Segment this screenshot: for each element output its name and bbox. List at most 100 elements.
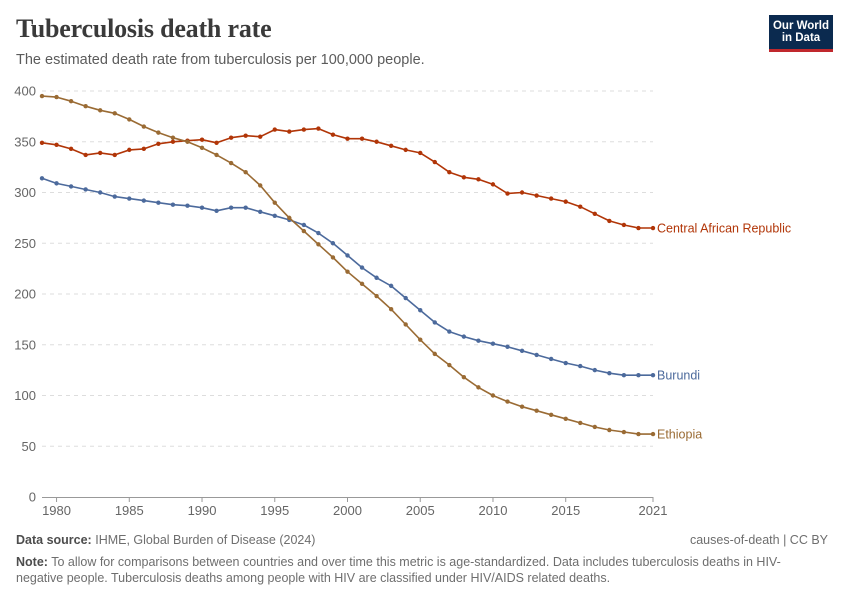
data-point-central-african-republic <box>156 141 161 146</box>
data-point-burundi <box>403 295 408 301</box>
data-point-burundi <box>301 222 307 228</box>
data-point-central-african-republic <box>636 225 641 231</box>
x-tick-label: 2000 <box>333 503 362 518</box>
data-point-central-african-republic <box>141 146 147 152</box>
data-point-burundi <box>432 320 437 325</box>
data-point-ethiopia <box>505 399 510 404</box>
data-point-ethiopia <box>185 139 190 144</box>
x-tick-label: 1985 <box>115 503 144 518</box>
x-tick-label: 1990 <box>188 503 217 518</box>
data-point-central-african-republic <box>214 140 219 145</box>
data-point-burundi <box>83 187 88 192</box>
data-point-burundi <box>330 241 336 246</box>
data-point-ethiopia <box>403 322 408 327</box>
data-point-burundi <box>170 202 176 207</box>
data-point-burundi <box>214 208 219 213</box>
data-point-central-african-republic <box>505 191 510 196</box>
y-tick-label: 350 <box>14 134 36 149</box>
y-tick-label: 250 <box>14 236 36 251</box>
y-tick-label: 150 <box>14 337 36 352</box>
data-point-central-african-republic <box>199 137 205 142</box>
data-point-burundi <box>505 344 510 349</box>
data-point-central-african-republic <box>170 139 176 144</box>
data-point-central-african-republic <box>54 142 59 147</box>
data-point-burundi <box>185 203 190 208</box>
owid-logo[interactable]: Our World in Data <box>769 15 833 52</box>
data-point-burundi <box>112 194 117 199</box>
data-point-central-african-republic <box>447 170 452 175</box>
x-tick-label: 2015 <box>551 503 580 518</box>
data-point-ethiopia <box>287 215 292 221</box>
data-point-ethiopia <box>345 269 350 274</box>
data-point-burundi <box>607 370 612 376</box>
data-point-ethiopia <box>374 293 379 299</box>
data-source-text[interactable]: IHME, Global Burden of Disease (2024) <box>95 533 316 547</box>
data-point-ethiopia <box>141 124 147 129</box>
data-point-central-african-republic <box>519 190 525 195</box>
data-point-ethiopia <box>592 424 598 430</box>
data-point-ethiopia <box>636 431 641 437</box>
data-point-central-african-republic <box>490 182 496 187</box>
data-point-ethiopia <box>272 200 277 205</box>
data-point-burundi <box>97 190 103 195</box>
data-point-burundi <box>519 348 525 354</box>
data-point-ethiopia <box>199 145 205 151</box>
data-point-ethiopia <box>301 228 307 234</box>
data-point-ethiopia <box>519 404 525 409</box>
data-point-central-african-republic <box>388 143 394 149</box>
data-point-ethiopia <box>228 160 234 166</box>
data-point-ethiopia <box>68 98 74 104</box>
y-tick-label: 100 <box>14 388 36 403</box>
data-point-central-african-republic <box>359 136 365 141</box>
data-point-ethiopia <box>432 351 437 357</box>
series-line-central-african-republic <box>41 127 653 229</box>
data-point-central-african-republic <box>243 133 248 138</box>
data-point-ethiopia <box>548 412 554 417</box>
data-point-ethiopia <box>112 111 117 116</box>
data-point-burundi <box>156 200 161 205</box>
logo-line-2: in Data <box>781 32 821 44</box>
data-point-ethiopia <box>258 183 263 188</box>
data-point-ethiopia <box>330 255 336 260</box>
data-point-central-african-republic <box>432 159 437 165</box>
y-tick-label: 300 <box>14 185 36 200</box>
data-point-burundi <box>39 176 45 181</box>
data-point-central-african-republic <box>418 150 423 156</box>
data-point-central-african-republic <box>68 146 74 152</box>
data-point-central-african-republic <box>97 150 103 156</box>
data-point-burundi <box>490 341 496 346</box>
data-point-ethiopia <box>418 337 423 342</box>
data-point-central-african-republic <box>592 211 598 217</box>
chart-subtitle: The estimated death rate from tuberculos… <box>16 52 425 68</box>
data-point-central-african-republic <box>548 196 554 201</box>
license-link[interactable]: causes-of-death | CC BY <box>689 533 828 547</box>
data-point-central-african-republic <box>621 222 627 228</box>
data-point-central-african-republic <box>83 152 88 158</box>
data-point-ethiopia <box>607 427 612 433</box>
data-point-central-african-republic <box>374 139 379 144</box>
data-point-ethiopia <box>214 152 219 158</box>
data-point-burundi <box>272 213 277 219</box>
data-point-burundi <box>68 184 74 189</box>
series-label-ethiopia: Ethiopia <box>657 428 702 442</box>
data-point-burundi <box>476 338 481 343</box>
data-point-ethiopia <box>461 375 467 380</box>
data-point-central-african-republic <box>272 127 277 132</box>
data-point-burundi <box>243 205 248 210</box>
data-point-burundi <box>316 230 321 236</box>
data-point-central-african-republic <box>330 132 336 137</box>
note-label: Note: <box>16 555 48 569</box>
note-text: To allow for comparisons between countri… <box>16 555 781 585</box>
data-point-burundi <box>563 360 568 366</box>
data-point-burundi <box>199 205 205 210</box>
chart-title: Tuberculosis death rate <box>16 14 272 43</box>
y-tick-label: 0 <box>29 490 36 505</box>
data-point-central-african-republic <box>607 218 612 224</box>
data-point-burundi <box>228 205 234 210</box>
x-tick-label: 2021 <box>639 503 668 518</box>
data-point-ethiopia <box>490 393 496 398</box>
data-point-central-african-republic <box>578 204 583 209</box>
data-point-burundi <box>548 356 554 362</box>
data-point-central-african-republic <box>563 199 568 204</box>
y-tick-label: 50 <box>22 439 36 454</box>
